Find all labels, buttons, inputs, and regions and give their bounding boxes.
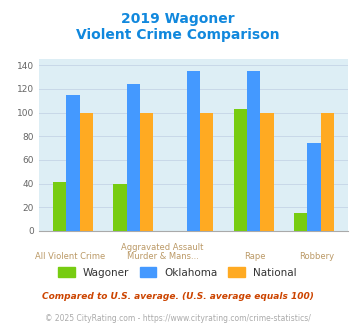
Text: Compared to U.S. average. (U.S. average equals 100): Compared to U.S. average. (U.S. average … — [42, 292, 313, 301]
Bar — [260, 113, 274, 231]
Bar — [307, 144, 321, 231]
Legend: Wagoner, Oklahoma, National: Wagoner, Oklahoma, National — [55, 264, 300, 281]
Text: Robbery: Robbery — [300, 252, 334, 261]
Bar — [321, 113, 334, 231]
Text: All Violent Crime: All Violent Crime — [35, 252, 105, 261]
Text: Violent Crime Comparison: Violent Crime Comparison — [76, 28, 279, 42]
Text: Rape: Rape — [245, 252, 266, 261]
Text: 2019 Wagoner: 2019 Wagoner — [121, 12, 234, 25]
Bar — [200, 113, 213, 231]
Bar — [234, 109, 247, 231]
Bar — [294, 213, 307, 231]
Bar — [53, 182, 66, 231]
Text: Aggravated Assault: Aggravated Assault — [121, 243, 204, 251]
Bar — [247, 71, 260, 231]
Bar — [113, 184, 127, 231]
Bar — [187, 71, 200, 231]
Text: © 2025 CityRating.com - https://www.cityrating.com/crime-statistics/: © 2025 CityRating.com - https://www.city… — [45, 314, 310, 323]
Bar — [66, 95, 80, 231]
Bar — [80, 113, 93, 231]
Bar — [140, 113, 153, 231]
Bar — [127, 84, 140, 231]
Text: Murder & Mans...: Murder & Mans... — [127, 252, 198, 261]
